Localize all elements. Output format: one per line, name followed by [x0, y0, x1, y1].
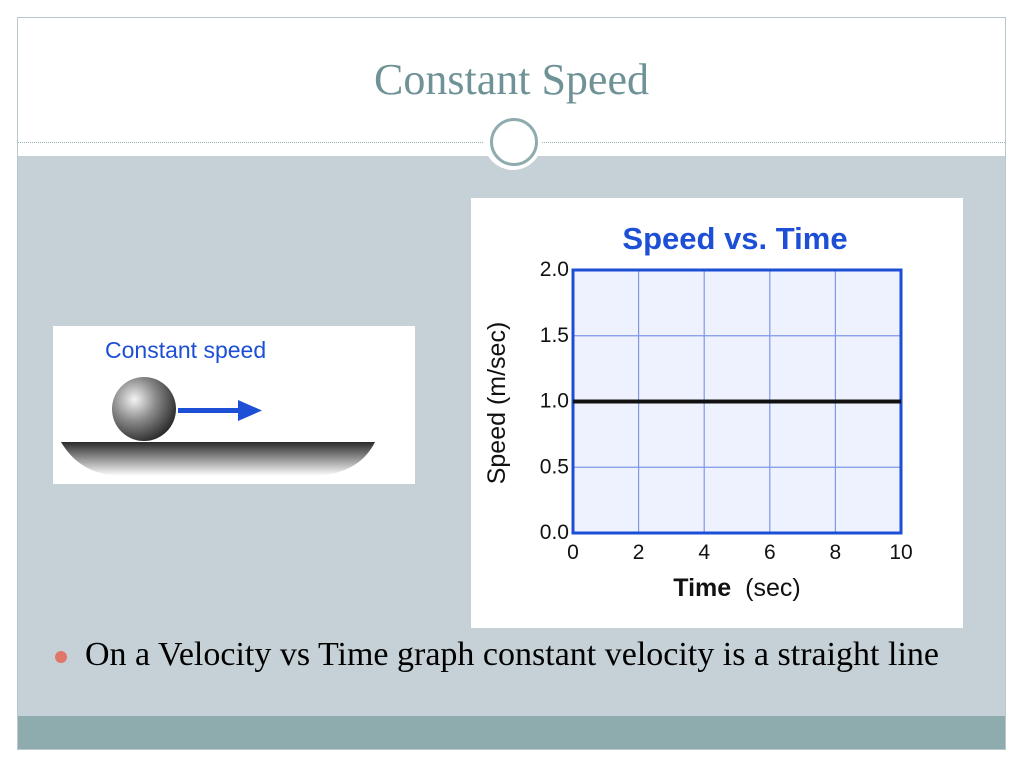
illustration-svg: Constant speed: [61, 337, 375, 476]
bullet-item: On a Velocity vs Time graph constant vel…: [53, 636, 953, 674]
y-tick-label: 2.0: [540, 258, 569, 281]
x-tick-label: 10: [889, 541, 912, 564]
x-tick-label: 4: [698, 541, 710, 564]
x-axis-label-unit: (sec): [745, 574, 801, 602]
circle-ornament-icon: [484, 112, 542, 170]
x-tick-label: 0: [567, 541, 579, 564]
x-tick-label: 2: [633, 541, 645, 564]
chart-title: Speed vs. Time: [622, 221, 847, 256]
surface-icon: [61, 442, 375, 476]
y-tick-label: 0.0: [540, 521, 569, 544]
constant-speed-illustration: Constant speed: [53, 326, 415, 484]
arrow-right-icon: [178, 400, 262, 421]
y-tick-labels: 0.0 0.5 1.0 1.5 2.0: [540, 258, 569, 544]
illustration-label: Constant speed: [105, 337, 266, 363]
y-tick-label: 1.0: [540, 390, 569, 413]
slide-title: Constant Speed: [374, 55, 649, 104]
x-tick-label: 6: [764, 541, 776, 564]
ball-icon: [112, 377, 176, 441]
x-tick-label: 8: [830, 541, 842, 564]
speed-time-chart: Speed vs. Time 0.0 0.5 1.0 1.5 2.0 0 2 4 6 8 10 S…: [471, 198, 963, 628]
slide: Constant Speed Constant speed: [17, 17, 1006, 750]
x-axis-label: Time (sec): [673, 574, 800, 602]
x-tick-labels: 0 2 4 6 8 10: [567, 541, 913, 564]
circle-ornament-ring: [490, 118, 538, 166]
bullet-list: On a Velocity vs Time graph constant vel…: [53, 636, 953, 674]
footer-band: [18, 716, 1005, 749]
bullet-text: On a Velocity vs Time graph constant vel…: [85, 636, 939, 673]
y-tick-label: 0.5: [540, 455, 569, 478]
y-axis-label: Speed (m/sec): [483, 322, 511, 485]
bullet-dot-icon: [55, 651, 67, 663]
chart-svg: Speed vs. Time 0.0 0.5 1.0 1.5 2.0 0 2 4 6 8 10 S…: [483, 221, 913, 602]
y-tick-label: 1.5: [540, 324, 569, 347]
x-axis-label-bold: Time: [673, 574, 731, 602]
